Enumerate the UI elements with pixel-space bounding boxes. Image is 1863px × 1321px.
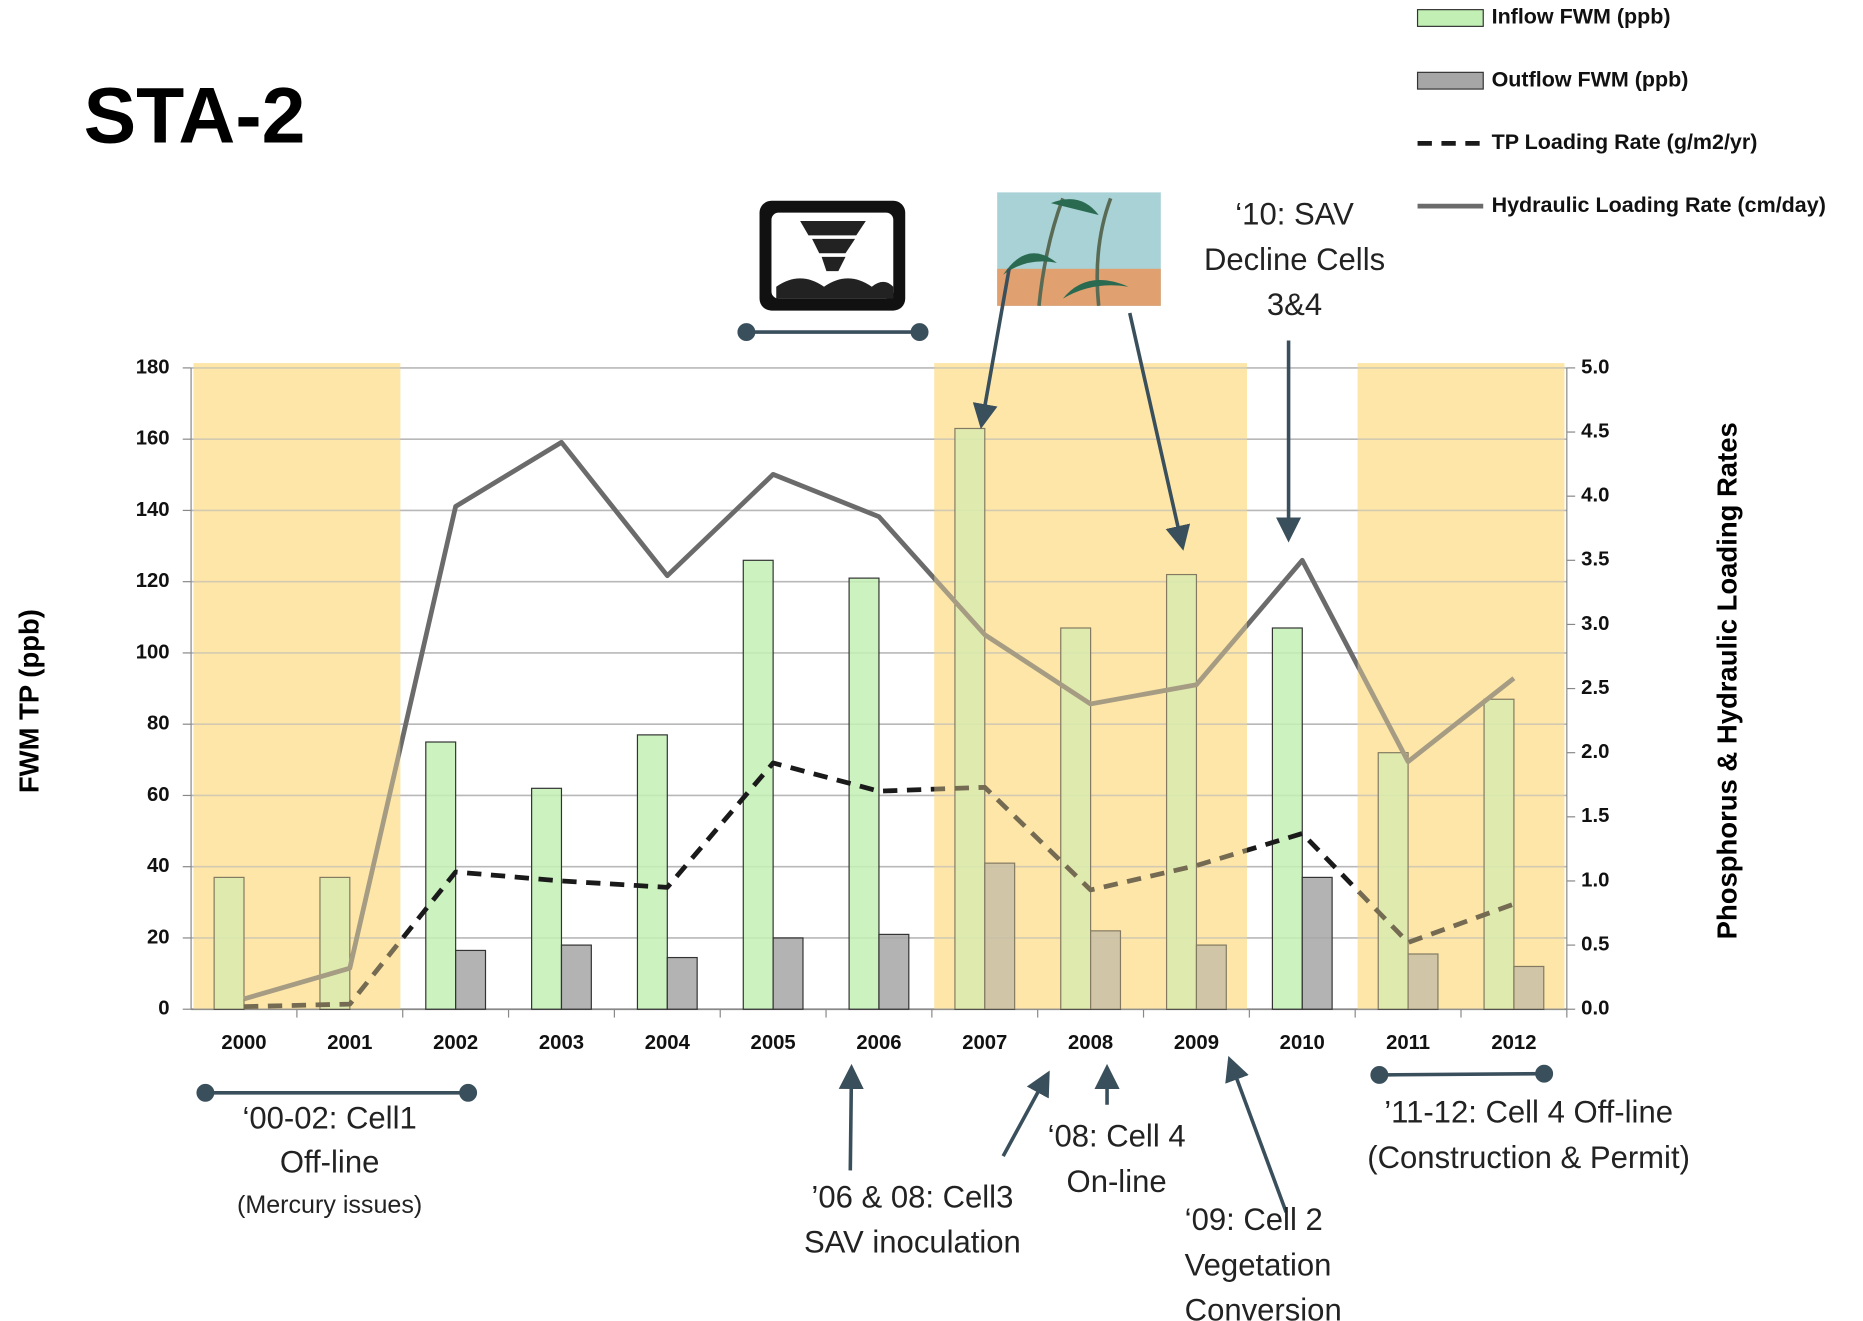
annotation: (Construction & Permit): [1367, 1140, 1690, 1175]
legend-label: Outflow FWM (ppb): [1492, 67, 1689, 91]
chart-title: STA-2: [84, 72, 306, 160]
y2-tick-label: 3.5: [1581, 549, 1609, 571]
y-tick-label: 20: [147, 926, 170, 948]
y-tick-label: 120: [136, 570, 170, 592]
y2-tick-label: 4.0: [1581, 485, 1609, 507]
x-tick-label: 2009: [1174, 1032, 1219, 1054]
bar: [984, 862, 1016, 1010]
y2-axis-label: Phosphorus & Hydraulic Loading Rates: [1711, 422, 1742, 939]
bar: [742, 559, 774, 1010]
annotation: ’11-12: Cell 4 Off-line: [1384, 1095, 1673, 1130]
x-tick-label: 2011: [1386, 1032, 1430, 1054]
bar: [954, 427, 986, 1010]
y2-tick-label: 2.5: [1581, 677, 1609, 699]
annotation: ‘00-02: Cell1: [242, 1100, 416, 1135]
connectors: [196, 268, 1554, 1213]
y-tick-label: 160: [136, 428, 170, 450]
x-tick-label: 2010: [1280, 1032, 1325, 1054]
y2-tick-label: 0.5: [1581, 933, 1609, 955]
annotation: (Mercury issues): [237, 1191, 422, 1219]
bar: [1271, 627, 1303, 1010]
x-tick-label: 2012: [1491, 1032, 1536, 1054]
y2-tick-label: 1.0: [1581, 869, 1609, 891]
annotations: ‘00-02: Cell1 Off-line (Mercury issues) ’06…: [237, 196, 1690, 1321]
y2-tick-label: 4.5: [1581, 420, 1609, 442]
bar: [1377, 752, 1409, 1010]
y-tick-label: 80: [147, 713, 170, 735]
line: [243, 439, 1516, 1002]
bar: [1407, 953, 1439, 1010]
annotation: ’06 & 08: Cell3: [811, 1179, 1013, 1214]
annotation: Decline Cells: [1204, 242, 1385, 277]
y-tick-label: 180: [136, 356, 170, 378]
y2-tick-label: 0.0: [1581, 998, 1609, 1020]
bar: [848, 577, 880, 1010]
y-tick-label: 60: [147, 784, 170, 806]
y2-tick-label: 3.0: [1581, 613, 1609, 635]
bar: [636, 734, 668, 1010]
annotation: 3&4: [1267, 287, 1322, 322]
annotation: Conversion: [1185, 1293, 1342, 1321]
annotation: Off-line: [280, 1145, 380, 1180]
legend-label: Inflow FWM (ppb): [1492, 5, 1671, 29]
y-tick-label: 40: [147, 855, 170, 877]
bar: [213, 876, 245, 1010]
x-tick-label: 2008: [1068, 1032, 1113, 1054]
annotation: ‘08: Cell 4: [1048, 1118, 1186, 1153]
annotation: ‘10: SAV: [1235, 196, 1354, 231]
annotation: Vegetation: [1185, 1247, 1332, 1282]
bar: [319, 876, 351, 1010]
y2-tick-label: 5.0: [1581, 356, 1609, 378]
y-axis-label: FWM TP (ppb): [13, 609, 44, 793]
bar: [1195, 944, 1227, 1010]
bar: [1301, 876, 1333, 1010]
legend-swatch: [1416, 9, 1484, 27]
legend-label: Hydraulic Loading Rate (cm/day): [1492, 193, 1826, 217]
annotation: ‘09: Cell 2: [1185, 1202, 1323, 1237]
bar: [1165, 573, 1198, 1010]
bar: [1483, 698, 1515, 1010]
bar: [666, 956, 698, 1010]
line: [243, 760, 1515, 1010]
x-tick-label: 2006: [856, 1032, 901, 1054]
x-tick-label: 2004: [645, 1032, 691, 1054]
x-tick-label: 2007: [962, 1032, 1007, 1054]
y-tick-label: 100: [136, 641, 170, 663]
y-tick-label: 0: [158, 998, 169, 1020]
bar: [455, 949, 487, 1010]
bar: [560, 944, 592, 1010]
y2-tick-label: 1.5: [1581, 805, 1609, 827]
bar: [878, 933, 910, 1010]
x-tick-label: 2000: [221, 1032, 266, 1054]
y-tick-label: 140: [136, 499, 170, 521]
annotation: On-line: [1067, 1164, 1167, 1199]
y2-tick-label: 2.0: [1581, 741, 1609, 763]
x-tick-label: 2002: [433, 1032, 478, 1054]
x-tick-label: 2001: [327, 1032, 372, 1054]
x-tick-label: 2005: [751, 1032, 796, 1054]
bar: [772, 937, 804, 1010]
legend-label: TP Loading Rate (g/m2/yr): [1492, 130, 1758, 154]
bar: [531, 787, 563, 1010]
bar: [1513, 965, 1545, 1010]
x-tick-label: 2003: [539, 1032, 584, 1054]
tornado-icon: [759, 200, 906, 311]
bar: [1090, 930, 1122, 1010]
legend-swatch: [1416, 71, 1484, 90]
legend: Inflow FWM (ppb) Outflow FWM (ppb) TP Load…: [1416, 5, 1826, 217]
annotation: SAV inoculation: [804, 1225, 1021, 1260]
palm-image: [997, 192, 1161, 306]
